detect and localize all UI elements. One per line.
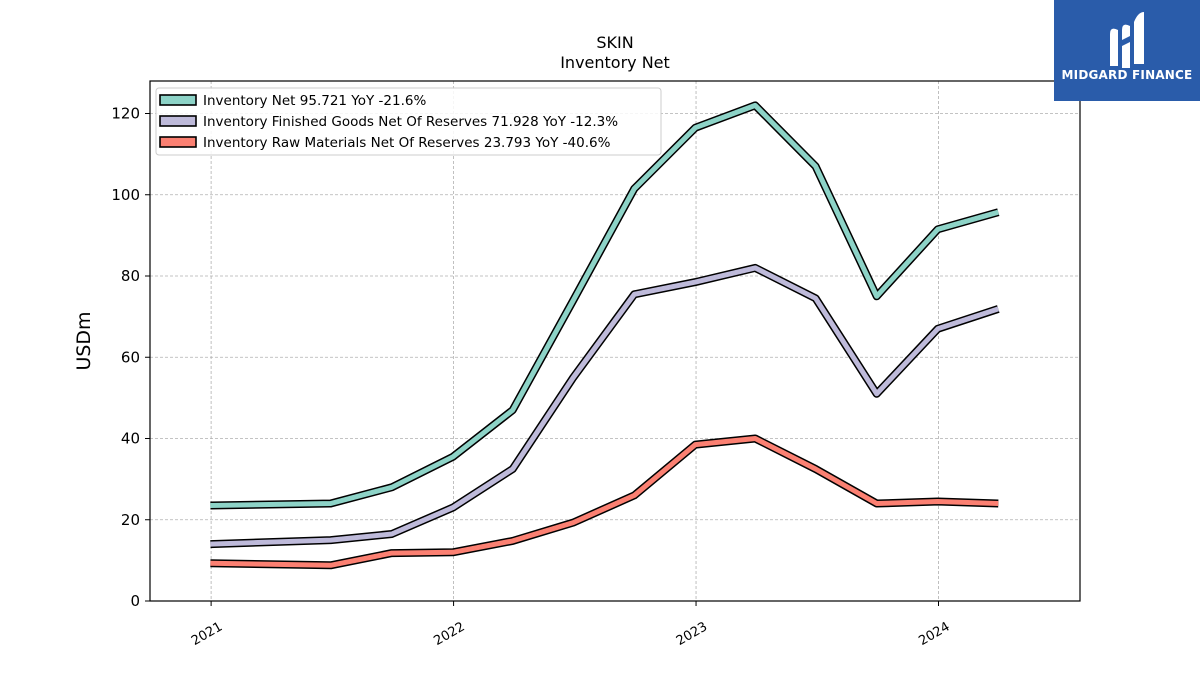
series-outline-0: [210, 101, 1000, 510]
midgard-finance-logo: MIDGARD FINANCE: [1054, 0, 1200, 101]
data-point: [694, 126, 697, 129]
grid-layer: [150, 81, 1080, 602]
data-point: [329, 502, 332, 505]
data-point: [572, 299, 575, 302]
y-tick-label: 0: [130, 592, 140, 610]
series-line-0: [210, 102, 999, 508]
data-point: [329, 539, 332, 542]
y-tick-label: 120: [111, 105, 140, 123]
legend-box: [155, 87, 662, 156]
data-point: [936, 228, 939, 231]
data-point: [997, 211, 1000, 214]
legend-swatch: [159, 136, 197, 148]
data-point: [754, 266, 757, 269]
legend-swatch: [159, 115, 197, 127]
y-tick-label: 60: [121, 348, 140, 366]
data-point: [814, 297, 817, 300]
plot-frame: [149, 80, 1081, 602]
data-point: [633, 187, 636, 190]
data-point: [511, 539, 514, 542]
data-point: [209, 543, 212, 546]
series-layer: [209, 101, 1000, 570]
y-tick-label: 40: [121, 430, 140, 448]
data-point: [997, 502, 1000, 505]
data-point: [572, 521, 575, 524]
data-point: [572, 376, 575, 379]
data-point: [936, 327, 939, 330]
legend-swatch: [159, 94, 197, 106]
data-point: [390, 486, 393, 489]
data-point: [511, 409, 514, 412]
y-axis-label: USDm: [73, 311, 95, 370]
chart-subtitle: Inventory Net: [560, 53, 670, 72]
chart-title: SKIN: [596, 33, 633, 52]
data-point: [451, 506, 454, 509]
data-point: [633, 494, 636, 497]
data-point: [875, 392, 878, 395]
series-line-1: [210, 265, 1000, 547]
data-point: [390, 532, 393, 535]
data-point: [875, 295, 878, 298]
data-point: [814, 467, 817, 470]
legend-label: Inventory Net 95.721 YoY -21.6%: [203, 93, 426, 109]
legend-label: Inventory Raw Materials Net Of Reserves …: [203, 135, 611, 151]
data-point: [694, 281, 697, 284]
data-point: [694, 443, 697, 446]
logo-text: MIDGARD FINANCE: [1061, 68, 1193, 82]
x-tick-label: 2024: [916, 619, 952, 649]
data-point: [451, 455, 454, 458]
data-point: [814, 165, 817, 168]
data-point: [997, 307, 1000, 310]
x-tick-label: 2022: [431, 619, 467, 649]
data-point: [390, 552, 393, 555]
x-tick-label: 2021: [189, 619, 225, 649]
data-point: [875, 502, 878, 505]
data-point: [754, 437, 757, 440]
data-point: [451, 551, 454, 554]
legend: Inventory Net 95.721 YoY -21.6% Inventory…: [155, 87, 662, 156]
data-point: [633, 293, 636, 296]
x-tick-label: 2023: [674, 619, 710, 649]
y-tick-label: 80: [121, 267, 140, 285]
legend-label: Inventory Finished Goods Net Of Reserves…: [203, 114, 618, 130]
data-point: [329, 564, 332, 567]
data-point: [511, 467, 514, 470]
midgard-logo-icon: [1110, 12, 1144, 69]
data-point: [754, 104, 757, 107]
data-point: [936, 500, 939, 503]
series-line-2: [210, 436, 999, 568]
data-point: [209, 562, 212, 565]
y-tick-label: 20: [121, 511, 140, 529]
y-tick-label: 100: [111, 186, 140, 204]
data-point: [209, 504, 212, 507]
